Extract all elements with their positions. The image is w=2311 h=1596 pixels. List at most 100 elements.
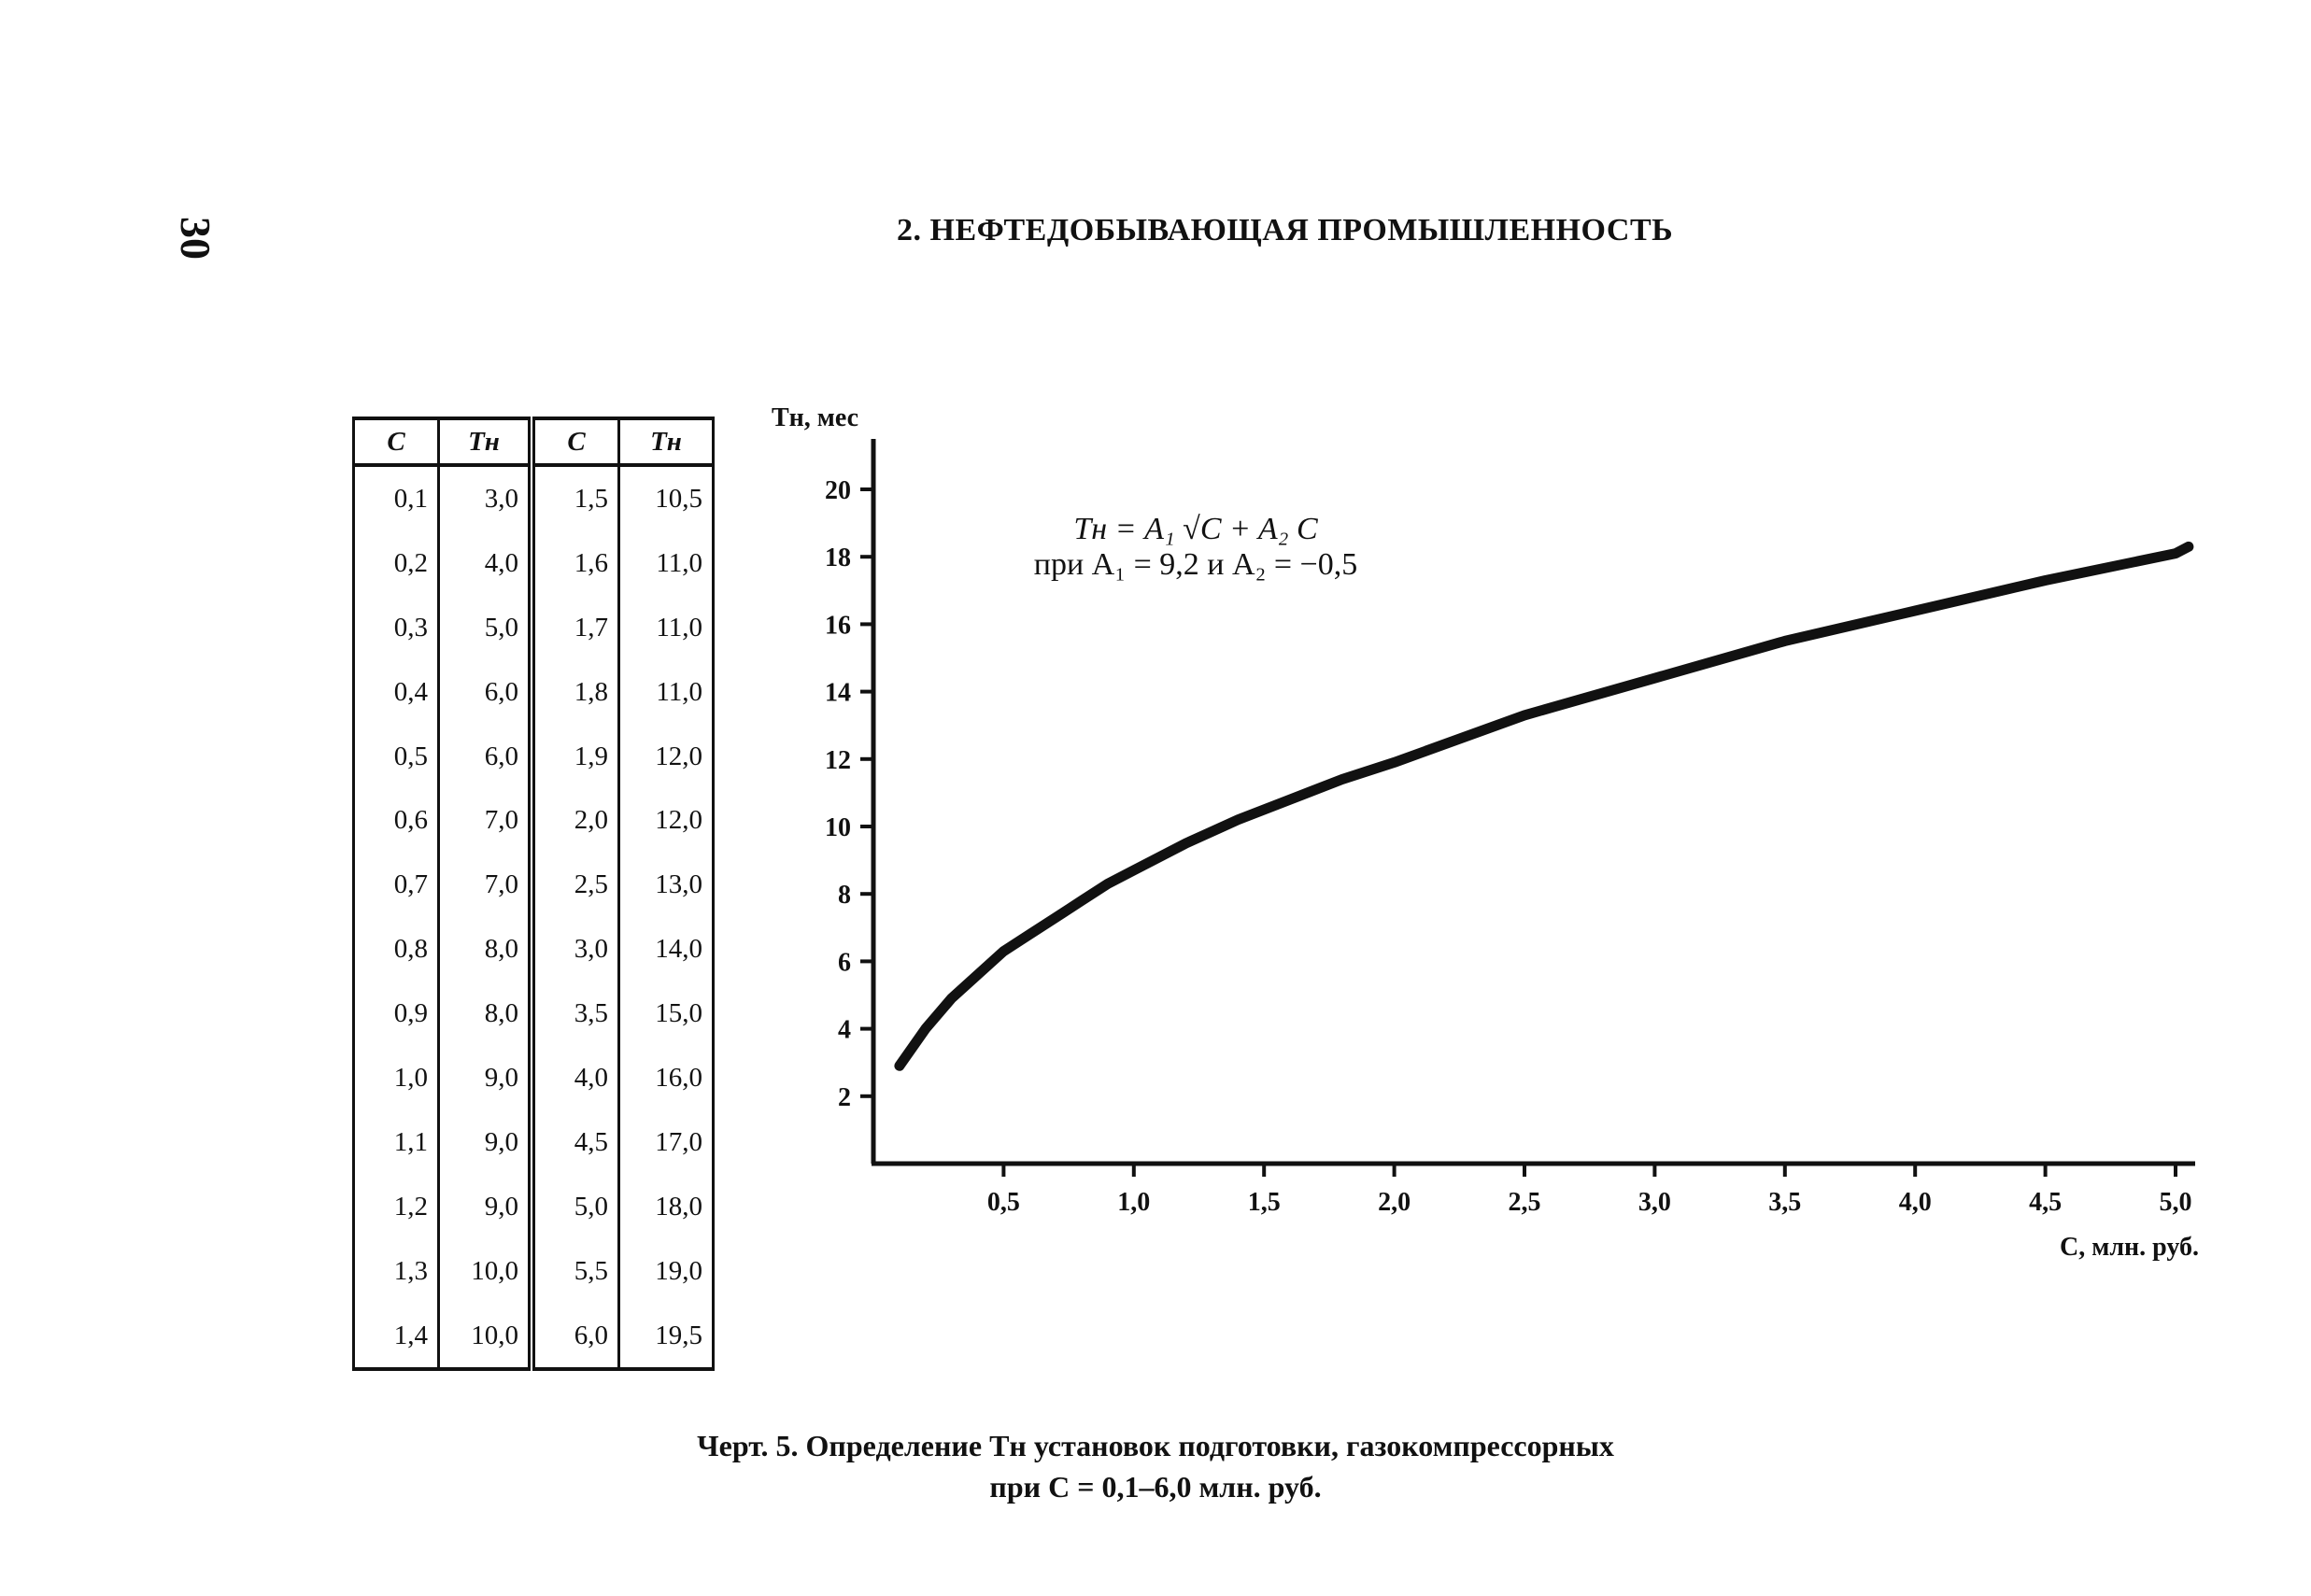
table-row: 0,9 8,0 3,5 15,0 [352,982,715,1047]
caption-line-1: Черт. 5. Определение Tн установок подгот… [697,1429,1614,1462]
y-tick-label: 18 [825,544,851,572]
cell-tn-2: 12,0 [617,724,715,789]
x-tick-label: 2,5 [1509,1188,1541,1217]
cell-c-1: 0,3 [352,595,440,660]
cell-c-1: 0,2 [352,530,440,596]
cell-tn-1: 6,0 [437,724,535,789]
y-tick-label: 12 [825,746,851,775]
figure-caption: Черт. 5. Определение Tн установок подгот… [0,1425,2311,1507]
cell-c-2: 2,5 [530,853,620,918]
cell-tn-1: 3,0 [437,465,535,531]
cell-tn-2: 17,0 [617,1109,715,1175]
table-row: 0,8 8,0 3,0 14,0 [352,917,715,982]
cell-tn-1: 10,0 [437,1303,535,1372]
cell-c-1: 1,4 [352,1303,440,1372]
data-table: C Tн C Tн 0,1 3,0 1,5 10,5 0,2 4,0 1,6 11,0 0,3 5… [352,417,715,1372]
cell-tn-2: 16,0 [617,1046,715,1110]
cell-tn-2: 13,0 [617,853,715,918]
cell-tn-1: 9,0 [437,1046,535,1110]
y-axis-title: Tн, мес [772,403,858,432]
chart-axes [871,439,2195,1166]
formula: Tн = A₁ √C + A₂ C при A₁ = 9,2 и A₂ = −0… [1000,512,1392,583]
cell-tn-2: 10,5 [617,465,715,531]
table-row: 1,2 9,0 5,0 18,0 [352,1174,715,1239]
table-row: 0,1 3,0 1,5 10,5 [352,465,715,531]
y-tick-label: 16 [825,611,851,640]
cell-tn-1: 7,0 [437,853,535,918]
cell-c-1: 0,9 [352,982,440,1047]
cell-c-1: 1,3 [352,1238,440,1304]
cell-c-2: 1,5 [530,465,620,531]
cell-c-1: 1,0 [352,1046,440,1110]
table-row: 1,0 9,0 4,0 16,0 [352,1046,715,1110]
header-tn-1: Tн [437,417,535,467]
x-tick-label: 4,0 [1899,1188,1932,1217]
cell-tn-1: 5,0 [437,595,535,660]
cell-tn-1: 7,0 [437,788,535,854]
table-row: 1,3 10,0 5,5 19,0 [352,1238,715,1304]
series-line [894,541,2194,1071]
table-row: 1,4 10,0 6,0 19,5 [352,1303,715,1372]
y-tick-label: 4 [838,1016,851,1045]
y-tick-label: 2 [838,1083,851,1112]
cell-tn-2: 19,0 [617,1238,715,1304]
cell-c-2: 2,0 [530,788,620,854]
table-row: 0,2 4,0 1,6 11,0 [352,530,715,596]
cell-c-2: 5,5 [530,1238,620,1304]
x-axis-title: C, млн. руб. [2060,1233,2199,1262]
cell-c-1: 1,2 [352,1174,440,1239]
cell-c-2: 1,8 [530,659,620,725]
cell-tn-1: 8,0 [437,982,535,1047]
chart-series [894,541,2194,1071]
cell-tn-1: 6,0 [437,659,535,725]
x-tick-label: 5,0 [2160,1188,2192,1217]
cell-c-2: 6,0 [530,1303,620,1372]
cell-tn-2: 12,0 [617,788,715,854]
cell-tn-2: 11,0 [617,530,715,596]
page-header: 2. НЕФТЕДОБЫВАЮЩАЯ ПРОМЫШЛЕННОСТЬ [897,213,1674,247]
table-row: 0,4 6,0 1,8 11,0 [352,659,715,725]
formula-line-1: Tн = A₁ √C + A₂ C [1073,512,1318,546]
cell-c-1: 0,6 [352,788,440,854]
cell-c-1: 0,5 [352,724,440,789]
x-tick-label: 3,5 [1768,1188,1801,1217]
table-row: 1,1 9,0 4,5 17,0 [352,1109,715,1175]
cell-tn-2: 15,0 [617,982,715,1047]
cell-c-2: 4,0 [530,1046,620,1110]
y-tick-label: 20 [825,476,851,505]
caption-line-2: при C = 0,1–6,0 млн. руб. [989,1470,1322,1504]
cell-tn-1: 10,0 [437,1238,535,1304]
cell-c-1: 0,7 [352,853,440,918]
header-tn-2: Tн [617,417,715,467]
cell-c-1: 1,1 [352,1109,440,1175]
chart-ticks: 2 4 6 8 10 12 14 16 18 20 0,5 1,0 1,5 2,0 2,5 3,0 3,5 4,0… [825,476,2192,1217]
y-tick-label: 10 [825,813,851,842]
y-tick-label: 14 [825,679,851,708]
cell-tn-1: 9,0 [437,1174,535,1239]
cell-c-2: 1,7 [530,595,620,660]
x-tick-label: 0,5 [987,1188,1020,1217]
header-c-1: C [352,417,440,467]
table-row: 0,5 6,0 1,9 12,0 [352,724,715,789]
cell-tn-2: 11,0 [617,659,715,725]
y-tick-label: 8 [838,881,851,910]
cell-tn-1: 9,0 [437,1109,535,1175]
x-tick-label: 4,5 [2029,1188,2062,1217]
cell-tn-2: 14,0 [617,917,715,982]
cell-c-1: 0,1 [352,465,440,531]
table-body: 0,1 3,0 1,5 10,5 0,2 4,0 1,6 11,0 0,3 5,0 1,7 11,0 0… [352,465,715,1372]
cell-c-1: 0,8 [352,917,440,982]
formula-line-2: при A₁ = 9,2 и A₂ = −0,5 [1033,547,1358,582]
cell-c-2: 1,9 [530,724,620,789]
table-row: 0,6 7,0 2,0 12,0 [352,788,715,854]
table-header-row: C Tн C Tн [352,417,715,467]
cell-c-2: 1,6 [530,530,620,596]
cell-tn-2: 11,0 [617,595,715,660]
cell-tn-2: 19,5 [617,1303,715,1372]
cell-c-2: 3,5 [530,982,620,1047]
x-tick-label: 1,0 [1117,1188,1150,1217]
x-tick-label: 2,0 [1378,1188,1411,1217]
header-c-2: C [530,417,620,467]
y-tick-label: 6 [838,948,851,977]
